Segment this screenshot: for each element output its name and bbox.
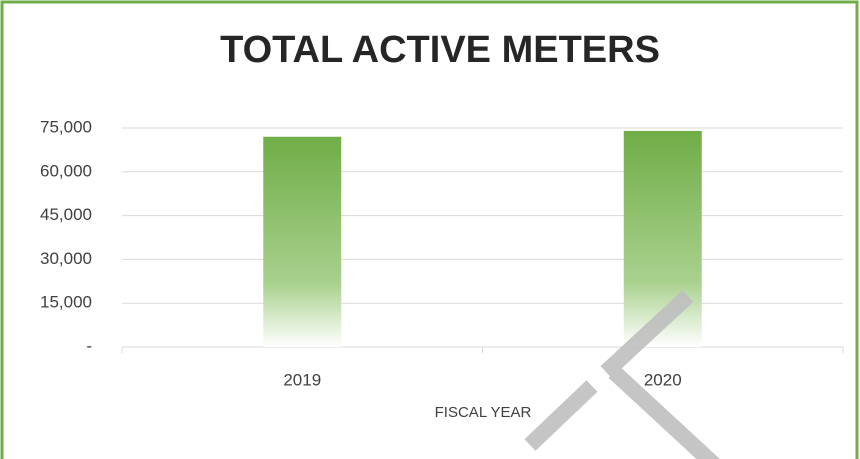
y-tick-label: 60,000 bbox=[40, 161, 92, 180]
y-tick-label: - bbox=[86, 336, 92, 355]
y-tick-label: 75,000 bbox=[40, 117, 92, 136]
watermark bbox=[524, 290, 720, 459]
plot-area: - 15,000 30,000 45,000 60,000 75,000 2019 2020 bbox=[40, 117, 844, 389]
x-axis-label: FISCAL YEAR bbox=[435, 404, 532, 421]
y-tick-label: 30,000 bbox=[40, 249, 92, 268]
x-tick-label: 2020 bbox=[644, 370, 682, 389]
chart-title: TOTAL ACTIVE METERS bbox=[220, 29, 660, 71]
y-tick-label: 15,000 bbox=[40, 293, 92, 312]
y-tick-label: 45,000 bbox=[40, 205, 92, 224]
x-tick-label: 2019 bbox=[283, 370, 321, 389]
bar bbox=[263, 136, 342, 347]
watermark-stroke bbox=[524, 380, 598, 451]
watermark-stroke bbox=[608, 366, 720, 459]
watermark-stroke bbox=[600, 290, 694, 378]
